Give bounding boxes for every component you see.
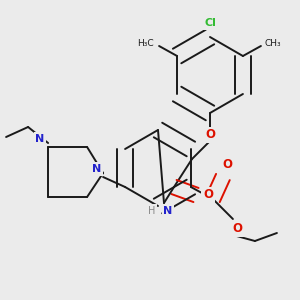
Text: Cl: Cl	[204, 18, 216, 28]
Text: O: O	[222, 158, 232, 172]
Text: O: O	[203, 188, 213, 202]
Text: H₃C: H₃C	[137, 38, 153, 47]
Text: O: O	[232, 223, 242, 236]
Text: CH₃: CH₃	[265, 38, 281, 47]
Text: H: H	[148, 206, 156, 216]
Text: O: O	[205, 128, 215, 142]
Text: N: N	[164, 206, 172, 216]
Text: N: N	[35, 134, 45, 144]
Text: N: N	[92, 164, 102, 174]
